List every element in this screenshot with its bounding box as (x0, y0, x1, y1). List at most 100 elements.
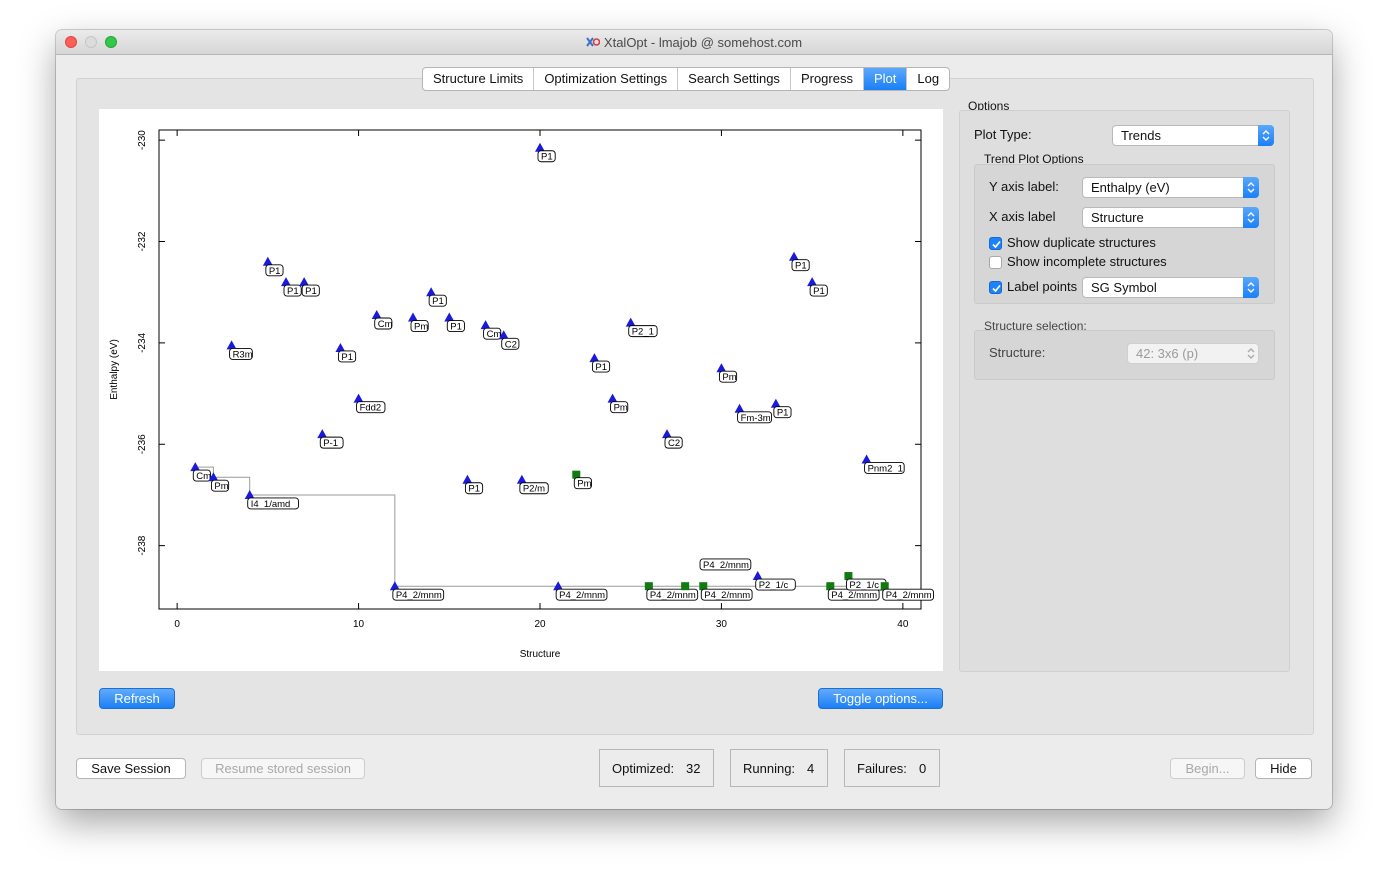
point-label: P1 (795, 261, 807, 272)
minimize-window-button[interactable] (85, 36, 97, 48)
duplicate-point (844, 572, 853, 581)
trend-line (195, 466, 885, 587)
tab-progress[interactable]: Progress (791, 68, 864, 90)
point-label: P1 (777, 408, 789, 419)
structure-point (625, 317, 636, 327)
save-session-button[interactable]: Save Session (76, 758, 186, 779)
point-label: P1 (305, 286, 317, 297)
point-label: P1 (595, 362, 607, 373)
trend-plot[interactable]: 0 10 20 30 40 -230 -232 -234 -236 -238 Structure En… (99, 109, 943, 671)
structure-point (299, 277, 310, 287)
y-tick-label: -234 (137, 332, 148, 352)
tab-plot[interactable]: Plot (863, 68, 908, 90)
x-axis-title: Structure (520, 649, 561, 660)
optimized-label: Optimized: (612, 761, 675, 776)
structure-point (516, 474, 527, 484)
y-axis-chevron-icon (1243, 177, 1259, 198)
duplicate-point (644, 582, 653, 591)
trend-plot-options-box: Y axis label: Enthalpy (eV) X axis label… (974, 164, 1275, 304)
tab-structure-limits[interactable]: Structure Limits (423, 68, 535, 90)
point-label: P4_2/mnm (886, 590, 932, 601)
structure-label: Structure: (989, 345, 1046, 360)
label-points-label[interactable]: Label points (1007, 279, 1078, 294)
point-label-box (864, 462, 905, 474)
title-bar: XtalOpt - lmajob @ somehost.com (56, 30, 1332, 55)
show-incomplete-checkbox[interactable] (989, 256, 1002, 269)
structure-point (208, 472, 219, 482)
structure-point (371, 310, 382, 320)
tab-search-settings[interactable]: Search Settings (678, 68, 791, 90)
point-label: C2 (668, 438, 680, 449)
running-counter: Running: 4 (730, 749, 828, 787)
x-tick-label: 10 (353, 619, 365, 630)
point-label: P1 (450, 322, 462, 333)
structure-point (752, 571, 763, 581)
point-label: Pm (414, 322, 428, 333)
structure-point (807, 277, 818, 287)
y-tick-label: -230 (137, 130, 148, 150)
point-label: P4_2/mnm (650, 590, 696, 601)
zoom-window-button[interactable] (105, 36, 117, 48)
label-points-checkbox[interactable] (989, 281, 1002, 294)
point-label-box (519, 482, 549, 495)
point-label: Pnm2_1 (868, 463, 903, 474)
label-points-select[interactable]: SG Symbol (1082, 277, 1259, 298)
hide-button[interactable]: Hide (1255, 758, 1312, 779)
point-label-box (809, 284, 828, 297)
point-label: Cm (378, 319, 393, 330)
point-label: I4_1/amd (251, 499, 291, 510)
point-label: Pm (214, 481, 228, 492)
tab-optimization-settings[interactable]: Optimization Settings (534, 68, 679, 90)
point-label: P4_2/mnm (396, 590, 442, 601)
structure-point (535, 142, 545, 152)
structure-point (335, 342, 346, 352)
point-label-box (773, 406, 792, 419)
point-label-box (464, 482, 484, 495)
point-label-box (501, 337, 520, 350)
xtalopt-app-icon (586, 37, 600, 47)
show-duplicates-label[interactable]: Show duplicate structures (1007, 235, 1156, 250)
refresh-button[interactable]: Refresh (99, 688, 175, 709)
resume-session-button[interactable]: Resume stored session (201, 758, 365, 779)
structure-chevron-icon (1243, 343, 1259, 364)
tab-log[interactable]: Log (917, 71, 940, 86)
duplicate-point (880, 582, 889, 591)
y-axis-select[interactable]: Enthalpy (eV) (1082, 177, 1259, 198)
point-label-box (628, 325, 658, 338)
structure-point (281, 277, 291, 287)
begin-button[interactable]: Begin... (1170, 758, 1245, 779)
tab-bar: Structure Limits Optimization Settings S… (422, 67, 951, 91)
structure-point (317, 429, 328, 439)
x-tick-label: 40 (897, 619, 909, 630)
plot-type-select[interactable]: Trends (1112, 125, 1274, 146)
show-incomplete-label[interactable]: Show incomplete structures (1007, 254, 1167, 269)
point-label-box (374, 317, 393, 330)
point-label-box (337, 350, 357, 363)
structure-point (553, 581, 564, 591)
duplicate-point (826, 582, 835, 591)
point-label-box (591, 360, 611, 373)
plot-type-value: Trends (1121, 128, 1161, 143)
point-label: Pm (722, 372, 736, 383)
plot-area[interactable]: 0 10 20 30 40 -230 -232 -234 -236 -238 Structure En… (99, 109, 943, 671)
y-tick-label: -238 (137, 535, 148, 555)
close-window-button[interactable] (65, 36, 77, 48)
x-axis-chevron-icon (1243, 207, 1259, 228)
failures-label: Failures: (857, 761, 907, 776)
structure-point (589, 353, 600, 363)
structure-point (462, 474, 473, 484)
plot-frame (158, 129, 922, 610)
point-label: Fm-3m (741, 413, 771, 424)
show-duplicates-checkbox[interactable] (989, 237, 1002, 250)
x-axis-select[interactable]: Structure (1082, 207, 1259, 228)
structure-point (353, 393, 364, 403)
structure-select[interactable]: 42: 3x6 (p) (1127, 343, 1259, 364)
point-label: Pm (577, 479, 591, 490)
optimized-counter: Optimized: 32 (599, 749, 714, 787)
structure-point (426, 287, 437, 297)
structure-point (770, 398, 781, 408)
structure-point (480, 320, 491, 330)
structure-point (444, 312, 455, 322)
point-label-box (755, 578, 796, 591)
toggle-options-button[interactable]: Toggle options... (818, 688, 943, 709)
